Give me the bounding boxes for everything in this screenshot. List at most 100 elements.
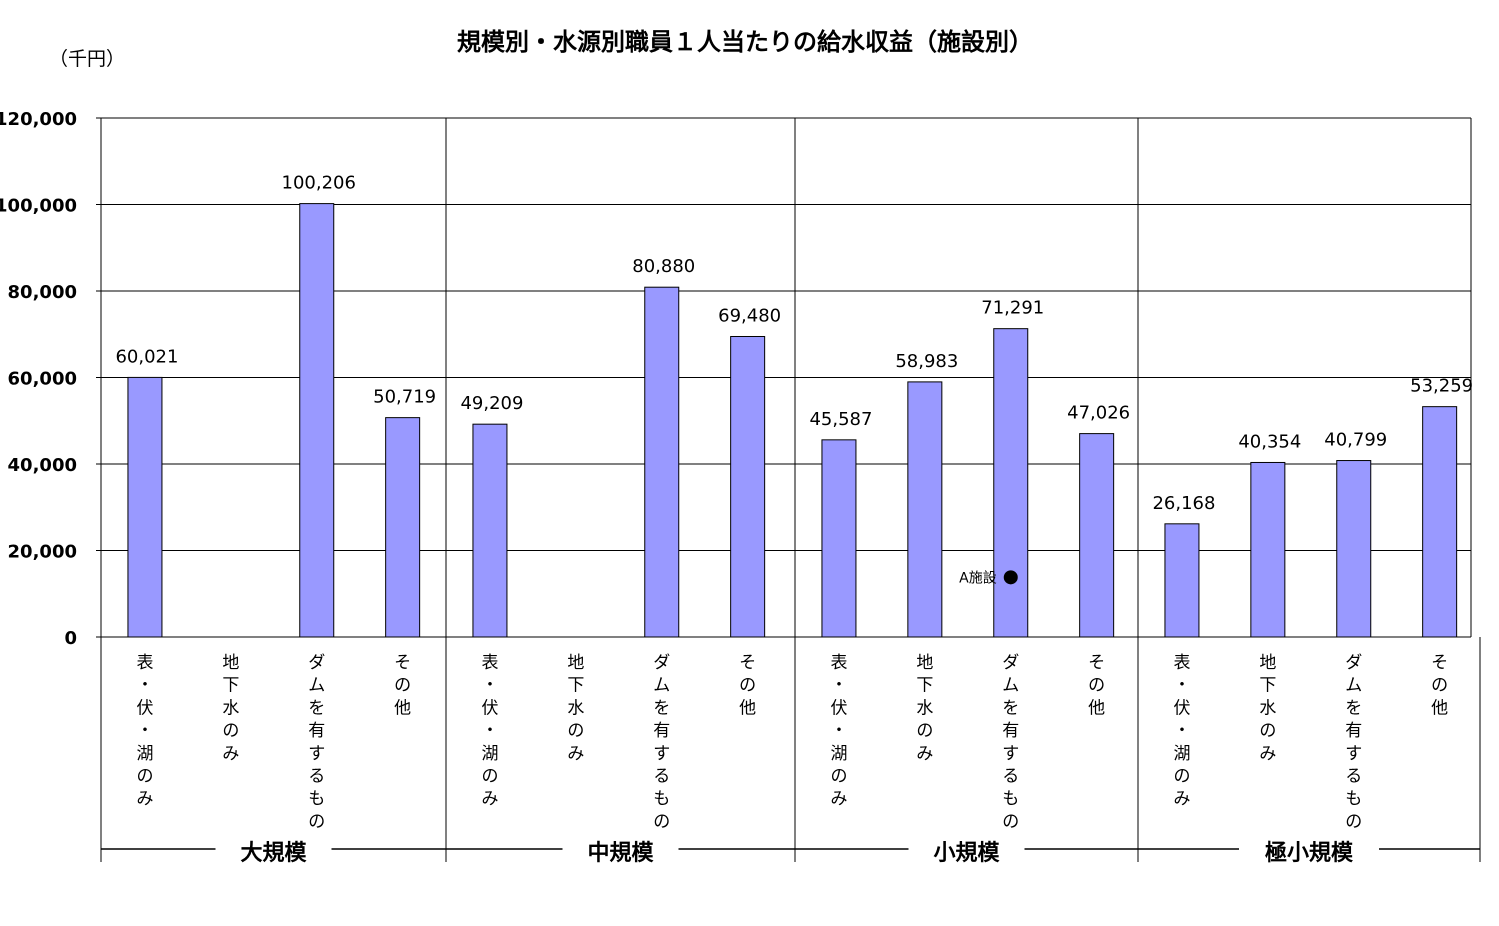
data-label: 80,880 (632, 256, 695, 277)
y-tick-label: 60,000 (8, 369, 77, 390)
bar (1336, 460, 1372, 638)
category-label-char: の (830, 767, 847, 787)
category-label-char: る (308, 767, 325, 787)
category-label-char: 他 (1088, 698, 1105, 718)
category-label-char: 湖 (830, 744, 847, 764)
data-label: 60,021 (115, 346, 178, 367)
bar (1079, 433, 1115, 638)
category-label-char: も (1345, 789, 1362, 809)
category-label-char: の (1431, 676, 1448, 696)
category-label-char: る (1345, 767, 1362, 787)
category-label-char: も (308, 789, 325, 809)
category-label-char: の (567, 721, 584, 741)
category-label-char: ・ (136, 676, 153, 696)
category-label-char: 地 (1259, 653, 1276, 673)
labels: 0 20,000 40,000 60,000 80,000 100,000 120,000 6… (0, 109, 1473, 866)
group-label: 極小規模 (1265, 840, 1354, 866)
bar (472, 423, 508, 638)
category-label-char: 地 (567, 653, 584, 673)
y-tick-label: 80,000 (8, 282, 77, 303)
bar (993, 328, 1029, 638)
category-label-char: の (1345, 812, 1362, 832)
category-label-char: 伏 (830, 698, 847, 718)
data-label: 58,983 (895, 351, 958, 372)
bar (1422, 406, 1458, 638)
category-label-char: ・ (1173, 721, 1190, 741)
category-label-char: の (653, 812, 670, 832)
category-label-char: ・ (1173, 676, 1190, 696)
category-label-char: 他 (394, 698, 411, 718)
bar (299, 203, 335, 638)
category-label-char: 水 (567, 698, 584, 718)
data-label: 47,026 (1067, 403, 1130, 424)
bar (1250, 461, 1286, 638)
group-label: 小規模 (933, 841, 1000, 866)
category-label-char: ・ (830, 676, 847, 696)
category-label-char: み (222, 744, 239, 764)
data-label: 40,799 (1324, 430, 1387, 451)
data-label: 49,209 (460, 393, 523, 414)
category-label-char: ・ (481, 721, 498, 741)
category-label-char: の (136, 767, 153, 787)
marker-label: A施設 (959, 570, 997, 586)
data-label: 71,291 (981, 298, 1044, 319)
category-label-char: の (1002, 812, 1019, 832)
category-label-char: 伏 (481, 698, 498, 718)
category-label-char: ・ (136, 721, 153, 741)
category-label-char: 下 (222, 676, 239, 696)
category-label-char: 有 (1345, 721, 1362, 741)
category-label-char: み (567, 744, 584, 764)
data-label: 100,206 (282, 173, 356, 194)
category-label-char: る (1002, 767, 1019, 787)
category-label-char: も (1002, 789, 1019, 809)
category-label-char: み (1259, 744, 1276, 764)
bar (730, 335, 766, 638)
category-label-char: ・ (830, 721, 847, 741)
category-label-char: の (739, 676, 756, 696)
bar (1164, 523, 1200, 638)
category-label-char: の (308, 812, 325, 832)
category-label-char: み (481, 789, 498, 809)
category-label-char: を (1345, 698, 1362, 718)
category-label-char: ダ (653, 653, 670, 673)
data-label: 69,480 (718, 305, 781, 326)
category-label-char: を (653, 698, 670, 718)
category-label-char: 表 (1173, 653, 1190, 673)
category-label-char: す (1345, 744, 1362, 764)
category-label-char: を (1002, 698, 1019, 718)
category-label-char: 表 (481, 653, 498, 673)
category-label-char: の (1173, 767, 1190, 787)
category-label-char: そ (1088, 653, 1105, 673)
category-label-char: 表 (830, 653, 847, 673)
data-label: 26,168 (1152, 493, 1215, 514)
y-tick-label: 20,000 (8, 542, 77, 563)
marker-point (1003, 570, 1018, 585)
category-label-char: の (222, 721, 239, 741)
group-label: 大規模 (240, 841, 307, 866)
category-label-char: の (1088, 676, 1105, 696)
category-label-char: の (916, 721, 933, 741)
bar (644, 286, 680, 638)
category-label-char: 下 (567, 676, 584, 696)
category-label-char: 湖 (481, 744, 498, 764)
category-label-char: そ (739, 653, 756, 673)
bar (821, 439, 857, 638)
bars (127, 203, 1458, 638)
category-label-char: 湖 (1173, 744, 1190, 764)
bar (907, 381, 943, 638)
category-label-char: ム (1345, 676, 1362, 696)
category-label-char: み (1173, 789, 1190, 809)
category-label-char: 他 (739, 698, 756, 718)
category-label-char: 水 (222, 698, 239, 718)
category-label-char: の (481, 767, 498, 787)
group-label: 中規模 (587, 841, 654, 866)
category-label-char: も (653, 789, 670, 809)
category-label-char: す (1002, 744, 1019, 764)
category-label-char: 地 (222, 653, 239, 673)
chart-title: 規模別・水源別職員１人当たりの給水収益（施設別） (457, 28, 1033, 56)
category-label-char: み (830, 789, 847, 809)
category-label-char: 水 (916, 698, 933, 718)
category-label-char: を (308, 698, 325, 718)
y-axis-unit-label: （千円） (49, 48, 125, 70)
category-label-char: ダ (1002, 653, 1019, 673)
